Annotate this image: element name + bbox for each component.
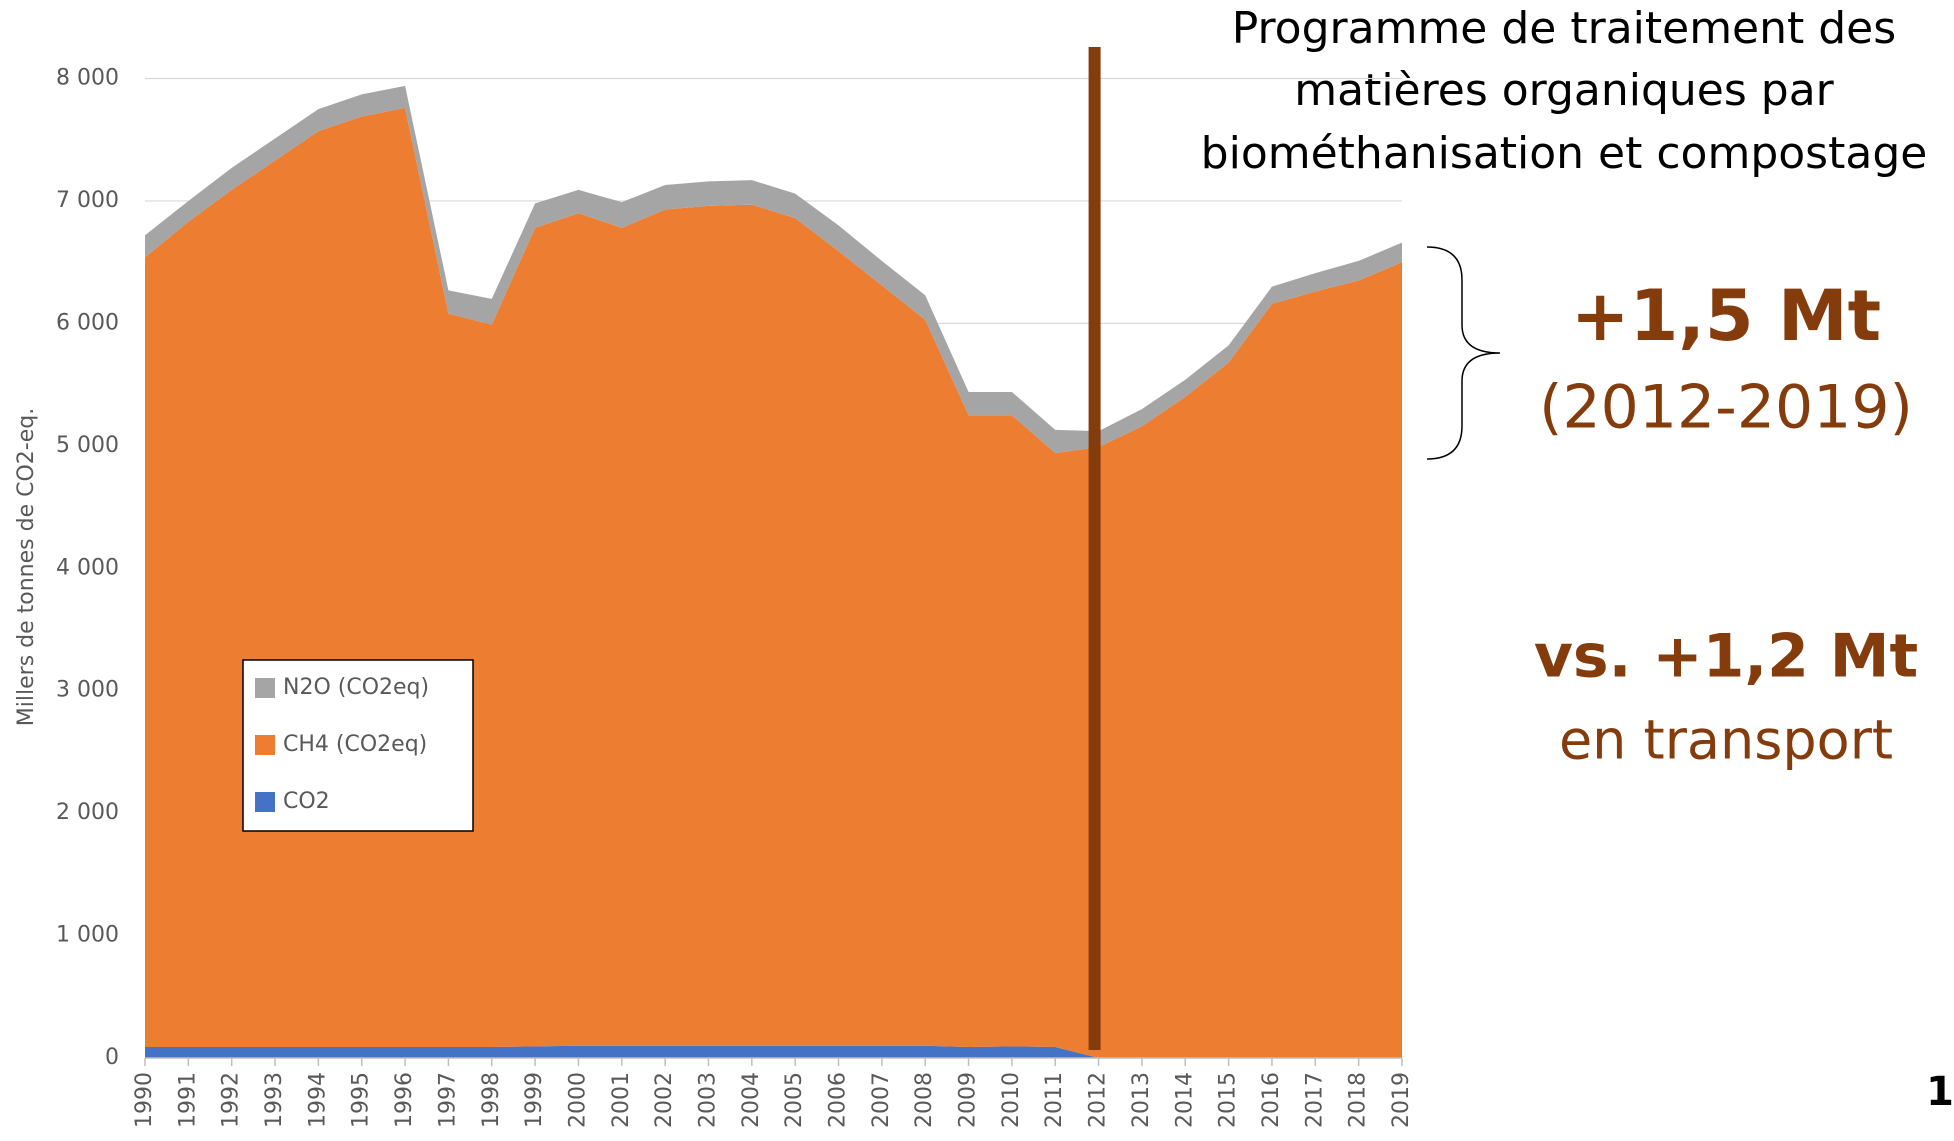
annotation: en transport <box>1559 709 1893 772</box>
annotation: vs. +1,2 Mt <box>1534 622 1918 692</box>
x-tick-label: 1995 <box>349 1072 374 1128</box>
y-tick-label: 1 000 <box>56 923 119 948</box>
x-tick-label: 2012 <box>1086 1072 1111 1128</box>
x-tick-label: 2008 <box>912 1072 937 1128</box>
y-tick-label: 3 000 <box>56 678 119 703</box>
legend-label: N2O (CO2eq) <box>283 675 429 700</box>
x-tick-label: 1994 <box>305 1072 330 1128</box>
title-line: matières organiques par <box>1294 65 1834 116</box>
x-tick-label: 2015 <box>1216 1072 1241 1128</box>
x-tick-label: 1999 <box>522 1072 547 1128</box>
y-axis-label: Millers de tonnes de CO2-eq. <box>14 408 39 726</box>
x-tick-label: 2016 <box>1259 1072 1284 1128</box>
legend-swatch <box>255 678 275 698</box>
x-tick-label: 1993 <box>262 1072 287 1128</box>
area <box>145 107 1402 1058</box>
x-tick-label: 1998 <box>479 1072 504 1128</box>
x-tick-label: 2010 <box>999 1072 1024 1128</box>
y-tick-label: 7 000 <box>56 188 119 213</box>
x-tick-label: 2007 <box>869 1072 894 1128</box>
title-line: Programme de traitement des <box>1232 3 1896 54</box>
y-tick-label: 5 000 <box>56 433 119 458</box>
plot-area: 0 1 000 2 000 3 000 4 000 5 000 6 000 7 000 8 00… <box>56 47 1414 1128</box>
x-tick-label: 2013 <box>1129 1072 1154 1128</box>
x-tick-label: 1990 <box>132 1072 157 1128</box>
legend-swatch <box>255 792 275 812</box>
x-tick-label: 1991 <box>175 1072 200 1128</box>
x-tick-label: 2000 <box>565 1072 590 1128</box>
legend-box <box>242 659 474 832</box>
x-tick-label: 2006 <box>826 1072 851 1128</box>
x-tick-label: 1992 <box>219 1072 244 1128</box>
x-tick-label: 2017 <box>1302 1072 1327 1128</box>
x-tick-label: 2005 <box>782 1072 807 1128</box>
x-tick-label: 2002 <box>652 1072 677 1128</box>
y-tick-label: 8 000 <box>56 66 119 91</box>
legend-swatch <box>255 735 275 755</box>
legend-label: CO2 <box>283 789 330 814</box>
x-tick-label: 2009 <box>956 1072 981 1128</box>
x-tick-label: 2004 <box>739 1072 764 1128</box>
annotation: (2012-2019) <box>1539 373 1913 443</box>
x-tick-label: 2011 <box>1042 1072 1067 1128</box>
x-tick-label: 2001 <box>609 1072 634 1128</box>
page-number: 1 <box>1926 1069 1954 1115</box>
x-tick-label: 2018 <box>1346 1072 1371 1128</box>
legend: N2O (CO2eq) CH4 (CO2eq) CO2 <box>242 659 474 832</box>
y-tick-label: 2 000 <box>56 800 119 825</box>
x-tick-label: 1996 <box>392 1072 417 1128</box>
x-tick-label: 2019 <box>1389 1072 1414 1128</box>
x-tick-label: 2003 <box>695 1072 720 1128</box>
annotation: +1,5 Mt <box>1571 275 1881 357</box>
title-line: biométhanisation et compostage <box>1201 128 1928 179</box>
area <box>145 1045 1402 1058</box>
y-tick-label: 4 000 <box>56 555 119 580</box>
y-tick-label: 6 000 <box>56 310 119 335</box>
legend-label: CH4 (CO2eq) <box>283 732 427 757</box>
x-tick-label: 1997 <box>435 1072 460 1128</box>
y-tick-label: 0 <box>105 1045 119 1070</box>
x-tick-label: 2014 <box>1172 1072 1197 1128</box>
brace <box>1426 246 1501 460</box>
